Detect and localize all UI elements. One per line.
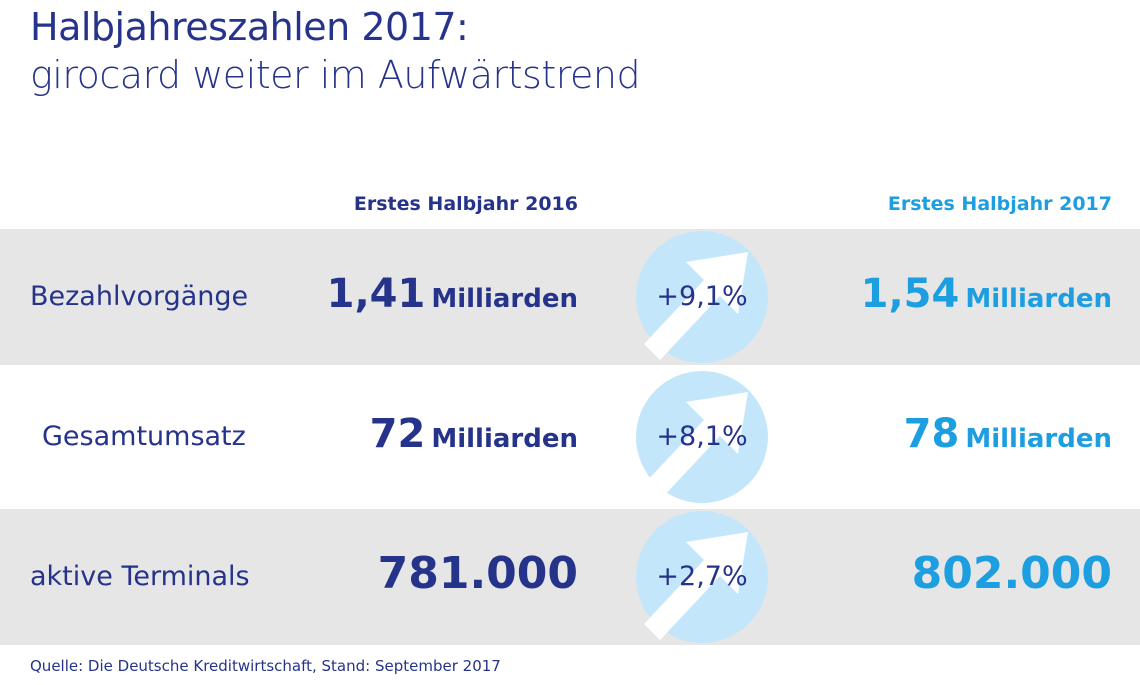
value-2017-number: 78 xyxy=(903,411,960,457)
column-header-2016: Erstes Halbjahr 2016 xyxy=(353,193,578,215)
row-label: Gesamtumsatz xyxy=(42,421,246,452)
value-2017: 802.000 xyxy=(912,549,1112,608)
source-note: Quelle: Die Deutsche Kreditwirtschaft, S… xyxy=(30,657,501,675)
change-percent: +8,1% xyxy=(656,421,748,452)
change-badge: +8,1% xyxy=(632,370,772,504)
column-header-2017: Erstes Halbjahr 2017 xyxy=(887,193,1112,215)
page-title-line1: Halbjahreszahlen 2017: xyxy=(30,5,469,49)
change-percent: +2,7% xyxy=(656,561,748,592)
value-2017: 1,54 Milliarden xyxy=(861,269,1112,327)
table-row: aktive Terminals 781.000 +2,7% 802.000 xyxy=(0,509,1140,645)
row-label: aktive Terminals xyxy=(30,561,250,592)
table-row: Bezahlvorgänge 1,41 Milliarden +9,1% 1,54… xyxy=(0,229,1140,365)
value-2016: 1,41 Milliarden xyxy=(327,269,578,327)
change-badge: +9,1% xyxy=(632,230,772,364)
value-2016-unit: Milliarden xyxy=(431,284,578,314)
value-2016: 72 Milliarden xyxy=(370,409,578,467)
value-2016-number: 781.000 xyxy=(377,548,578,599)
change-badge: +2,7% xyxy=(632,510,772,644)
arrow-up-right-icon xyxy=(636,371,768,503)
value-2016: 781.000 xyxy=(378,549,578,608)
value-2017-number: 802.000 xyxy=(911,548,1112,599)
page-title-line2: girocard weiter im Aufwärtstrend xyxy=(30,53,641,97)
value-2016-unit: Milliarden xyxy=(431,424,578,454)
value-2017-number: 1,54 xyxy=(860,271,960,317)
row-label: Bezahlvorgänge xyxy=(30,281,249,312)
value-2017: 78 Milliarden xyxy=(904,409,1112,467)
value-2016-number: 1,41 xyxy=(326,271,426,317)
arrow-up-right-icon xyxy=(636,511,768,643)
arrow-up-right-icon xyxy=(636,231,768,363)
table-row: Gesamtumsatz 72 Milliarden +8,1% 78 Millia… xyxy=(0,369,1140,505)
value-2017-unit: Milliarden xyxy=(965,284,1112,314)
value-2016-number: 72 xyxy=(369,411,426,457)
value-2017-unit: Milliarden xyxy=(965,424,1112,454)
change-percent: +9,1% xyxy=(656,281,748,312)
